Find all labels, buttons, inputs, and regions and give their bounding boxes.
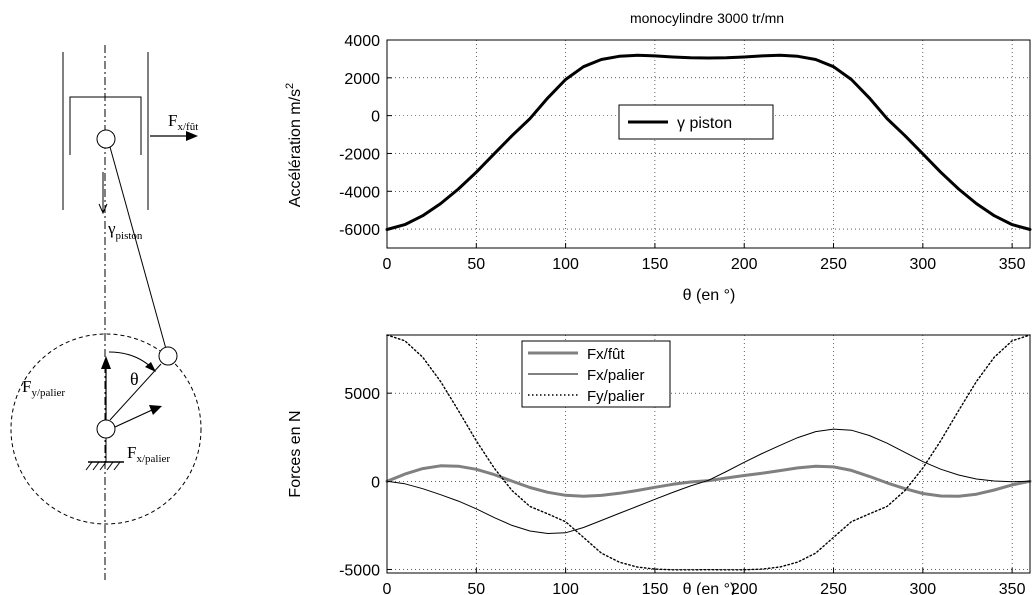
x-tick-label: 250 — [820, 256, 847, 273]
x-tick-label: 150 — [642, 581, 669, 595]
legend-label-fx-fut: Fx/fût — [587, 346, 625, 363]
x-tick-label: 50 — [467, 581, 485, 595]
crank-pin — [158, 346, 178, 366]
series-layer — [385, 334, 1032, 571]
x-tick-label: 100 — [552, 256, 579, 273]
fy-palier-label: Fy/palier — [22, 377, 65, 399]
x-tick-label: 300 — [909, 581, 936, 595]
piston-pin — [96, 129, 116, 149]
gamma-arrowhead — [98, 203, 108, 215]
x-tick-label: 200 — [731, 581, 758, 595]
fx-fut-label: Fx/fût — [168, 111, 198, 133]
y-tick-label: 0 — [371, 474, 380, 491]
x-tick-label: 350 — [999, 581, 1026, 595]
ground-hatch — [85, 461, 121, 471]
main-bearing — [96, 419, 116, 439]
fx-fut-arrowhead — [186, 131, 198, 141]
plot-frame — [386, 39, 1031, 249]
legend: Fx/fût Fx/palier Fy/palier — [521, 340, 671, 408]
mechanism-diagram: Fx/fût γpiston θ Fy/palier Fx/palier — [10, 45, 202, 580]
crank-circle — [10, 333, 202, 525]
x-tick-label: 0 — [383, 256, 392, 273]
y-tick-label: 2000 — [344, 71, 380, 88]
x-tick-label: 100 — [552, 581, 579, 595]
theta-arc — [108, 351, 153, 369]
x-tick-label: 150 — [642, 256, 669, 273]
plot-frame — [386, 334, 1031, 574]
crank-arm — [109, 363, 162, 421]
y-tick-label: 4000 — [344, 33, 380, 50]
series-line-1 — [386, 428, 1031, 534]
y-tick-label: -4000 — [339, 184, 380, 201]
fx-palier-label: Fx/palier — [127, 443, 170, 465]
x-tick-label: 200 — [731, 256, 758, 273]
y-tick-label: 5000 — [344, 386, 380, 403]
legend-label-fy-palier: Fy/palier — [587, 388, 645, 405]
x-tick-label: 50 — [467, 256, 485, 273]
acceleration-chart: monocylindre 3000 tr/mn 0 50 100 150 200 250 3… — [284, 10, 1032, 304]
y-tick-label: -5000 — [339, 562, 380, 579]
grid — [386, 39, 1030, 248]
theta-arrowhead — [145, 362, 156, 372]
piston — [69, 96, 142, 155]
legend-label-fx-palier: Fx/palier — [587, 367, 645, 384]
tick-labels: 0 50 100 150 200 250 300 350 -6000 -4000 -2000 0 200… — [339, 33, 1026, 273]
x-axis-label: θ (en °) — [683, 287, 736, 304]
x-tick-label: 300 — [909, 256, 936, 273]
x-tick-label: 250 — [820, 581, 847, 595]
series-line-2 — [386, 334, 1031, 571]
series-line-0 — [385, 53, 1032, 231]
fx-palier-arrow — [114, 409, 153, 428]
y-tick-label: 0 — [371, 109, 380, 126]
y-axis-label: Forces en N — [287, 410, 304, 497]
series-layer — [385, 53, 1032, 231]
connecting-rod — [109, 146, 167, 350]
y-tick-label: -6000 — [339, 222, 380, 239]
y-tick-label: -2000 — [339, 146, 380, 163]
gamma-label: γpiston — [107, 219, 143, 242]
fx-palier-arrowhead — [149, 405, 162, 415]
chart-title: monocylindre 3000 tr/mn — [630, 10, 784, 26]
theta-label: θ — [130, 369, 139, 389]
fy-palier-arrowhead — [101, 356, 111, 369]
y-axis-label: Accélération m/s2 — [284, 83, 304, 207]
x-tick-label: 350 — [999, 256, 1026, 273]
x-tick-label: 0 — [383, 581, 392, 595]
legend-label: γ piston — [677, 115, 732, 132]
legend: γ piston — [618, 104, 774, 140]
x-axis-label: θ (en °) — [683, 581, 736, 595]
grid — [386, 335, 1030, 573]
